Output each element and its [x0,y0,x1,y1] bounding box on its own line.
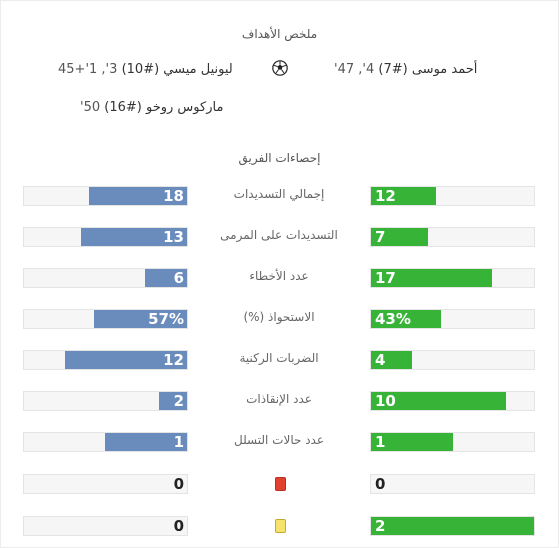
soccer-ball-icon [272,60,288,76]
stat-label: إجمالي التسديدات [233,187,325,201]
away-stat-value: 12 [163,351,184,369]
stat-row: 2 عدد الإنقاذات 10 [0,391,559,413]
home-stat-value: 10 [375,392,396,410]
away-stat-value: 13 [163,228,184,246]
stat-label: عدد الأخطاء [249,269,309,283]
home-goal-1-minutes: 4', 47' [334,62,375,77]
home-goal-1: أحمد موسى (#7) 4', 47' [334,62,477,77]
stat-label: عدد الإنقاذات [246,392,312,406]
home-stat-bar [371,228,428,246]
away-goal-2-minutes: 50' [80,100,101,115]
away-stat-bar [81,228,187,246]
home-stat-track: 0 [370,474,535,494]
away-stat-value: 0 [173,517,184,535]
home-stat-bar [371,392,506,410]
stat-label: الضربات الركنية [239,351,319,365]
home-stat-track: 7 [370,227,535,247]
stat-label: عدد حالات التسلل [233,433,325,447]
away-goal-1: ليونيل ميسي (#10) 3', 1'+45 [58,62,233,77]
home-stat-value: 43% [375,310,411,328]
home-stat-bar [371,351,412,369]
away-stat-value: 57% [148,310,184,328]
away-stat-value: 1 [173,433,184,451]
away-stat-bar [65,351,187,369]
away-stat-track: 18 [23,186,188,206]
home-stat-track: 4 [370,350,535,370]
away-stat-value: 18 [163,187,184,205]
home-stat-track: 17 [370,268,535,288]
home-stat-bar [371,517,534,535]
home-stat-bar [371,269,492,287]
home-stat-value: 7 [375,228,386,246]
home-stat-track: 1 [370,432,535,452]
red-card-icon [275,477,286,491]
home-stat-track: 43% [370,309,535,329]
stat-row: 57% الاستحواذ (%) 43% [0,309,559,331]
goals-summary-title: ملخص الأهداف [241,27,318,41]
away-goal-2: ماركوس روخو (#16) 50' [80,100,223,115]
away-stat-bar [94,310,187,328]
away-stat-bar [89,187,187,205]
away-stat-bar [105,433,187,451]
home-stat-bar [371,187,436,205]
stat-row: 18 إجمالي التسديدات 12 [0,186,559,208]
away-stat-bar [145,269,187,287]
home-stat-value: 12 [375,187,396,205]
away-stat-track: 0 [23,516,188,536]
home-stat-track: 2 [370,516,535,536]
stat-row: 13 التسديدات على المرمى 7 [0,227,559,249]
away-stat-track: 2 [23,391,188,411]
home-stat-value: 17 [375,269,396,287]
away-stat-track: 57% [23,309,188,329]
stat-row: 6 عدد الأخطاء 17 [0,268,559,290]
home-stat-track: 10 [370,391,535,411]
team-stats-title: إحصاءات الفريق [238,151,321,165]
away-stat-value: 0 [173,475,184,493]
stat-row: 1 عدد حالات التسلل 1 [0,432,559,454]
away-stat-track: 1 [23,432,188,452]
away-goal-1-minutes: 3', 1'+45 [58,62,118,77]
away-stat-bar [159,392,187,410]
stat-label: الاستحواذ (%) [243,310,315,324]
home-stat-track: 12 [370,186,535,206]
home-goal-1-player: أحمد موسى (#7) [378,62,478,77]
home-stat-value: 4 [375,351,386,369]
away-stat-value: 6 [173,269,184,287]
stat-label: التسديدات على المرمى [220,228,338,242]
away-stat-value: 2 [173,392,184,410]
away-goal-1-player: ليونيل ميسي (#10) [121,62,233,77]
away-stat-track: 13 [23,227,188,247]
yellow-card-icon [275,519,286,533]
stat-row: 12 الضربات الركنية 4 [0,350,559,372]
away-goal-2-player: ماركوس روخو (#16) [104,100,224,115]
home-stat-value: 1 [375,433,386,451]
home-stat-value: 0 [375,475,386,493]
away-stat-track: 0 [23,474,188,494]
away-stat-track: 6 [23,268,188,288]
away-stat-track: 12 [23,350,188,370]
home-stat-bar [371,310,441,328]
home-stat-bar [371,433,453,451]
home-stat-value: 2 [375,517,386,535]
